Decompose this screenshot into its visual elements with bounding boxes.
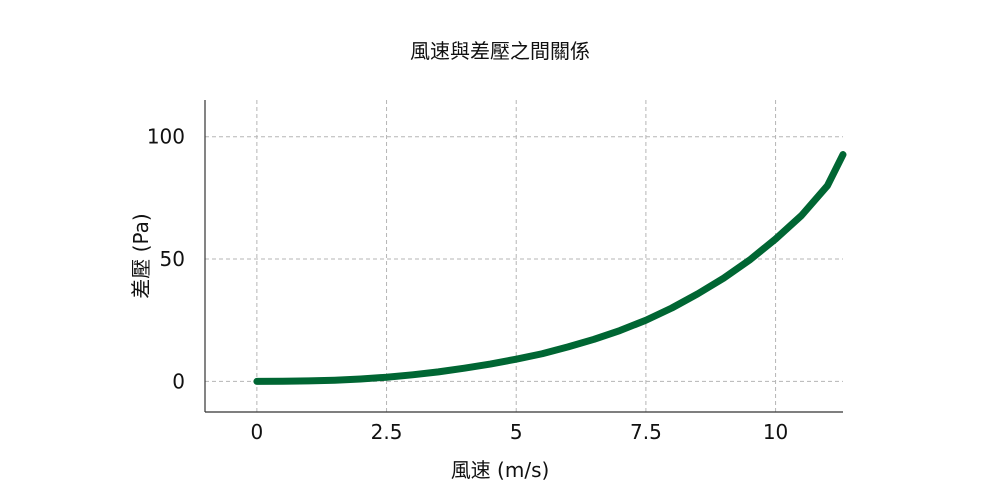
y-tick-label: 0 xyxy=(172,369,185,393)
y-tick-label: 100 xyxy=(147,125,185,149)
x-tick-label: 10 xyxy=(763,420,788,444)
chart-title: 風速與差壓之間關係 xyxy=(410,39,590,63)
axes-layer xyxy=(204,100,843,413)
series-layer xyxy=(253,151,847,385)
y-axis-label: 差壓 (Pa) xyxy=(129,213,153,298)
x-tick-label: 5 xyxy=(510,420,523,444)
x-axis-label: 風速 (m/s) xyxy=(451,458,550,482)
x-tick-label: 7.5 xyxy=(630,420,662,444)
grid-layer xyxy=(205,100,843,412)
x-tick-label: 0 xyxy=(251,420,264,444)
x-tick-label: 2.5 xyxy=(371,420,403,444)
series-line xyxy=(253,151,847,385)
y-tick-label: 50 xyxy=(160,247,185,271)
